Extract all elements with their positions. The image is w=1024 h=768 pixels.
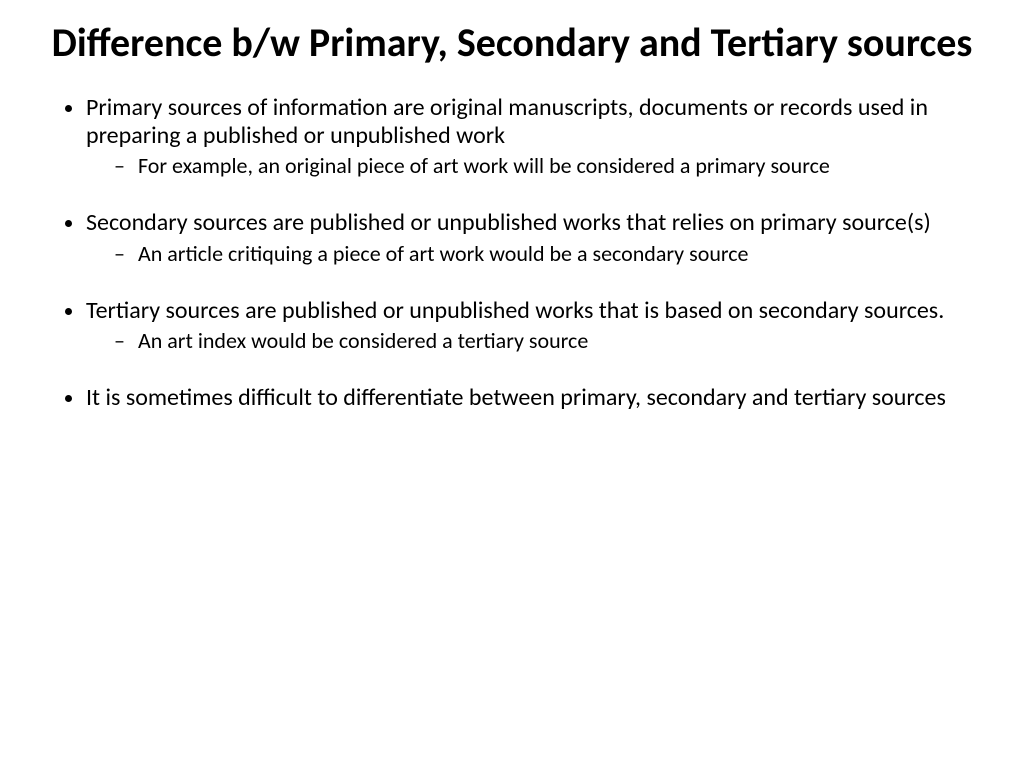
spacer	[58, 358, 974, 384]
sub-bullet-list: An art index would be considered a terti…	[86, 328, 974, 354]
bullet-list: Secondary sources are published or unpub…	[58, 209, 974, 267]
bullet-list: Tertiary sources are published or unpubl…	[58, 297, 974, 355]
sub-bullet-item: An art index would be considered a terti…	[114, 328, 974, 354]
bullet-text: Primary sources of information are origi…	[86, 93, 928, 150]
slide-content: Primary sources of information are origi…	[50, 94, 974, 412]
bullet-text: Tertiary sources are published or unpubl…	[86, 296, 944, 325]
bullet-item: Tertiary sources are published or unpubl…	[86, 297, 974, 355]
sub-bullet-list: For example, an original piece of art wo…	[86, 153, 974, 179]
bullet-list: It is sometimes difficult to differentia…	[58, 384, 974, 412]
bullet-list: Primary sources of information are origi…	[58, 94, 974, 179]
spacer	[58, 183, 974, 209]
bullet-text: It is sometimes difficult to differentia…	[86, 383, 946, 412]
bullet-item: Primary sources of information are origi…	[86, 94, 974, 179]
bullet-item: It is sometimes difficult to differentia…	[86, 384, 974, 412]
sub-bullet-text: For example, an original piece of art wo…	[138, 152, 830, 179]
sub-bullet-text: An art index would be considered a terti…	[138, 327, 588, 354]
sub-bullet-list: An article critiquing a piece of art wor…	[86, 241, 974, 267]
spacer	[58, 271, 974, 297]
bullet-item: Secondary sources are published or unpub…	[86, 209, 974, 267]
sub-bullet-text: An article critiquing a piece of art wor…	[138, 240, 748, 267]
bullet-text: Secondary sources are published or unpub…	[86, 208, 931, 237]
slide-title: Difference b/w Primary, Secondary and Te…	[50, 20, 974, 66]
sub-bullet-item: For example, an original piece of art wo…	[114, 153, 974, 179]
sub-bullet-item: An article critiquing a piece of art wor…	[114, 241, 974, 267]
